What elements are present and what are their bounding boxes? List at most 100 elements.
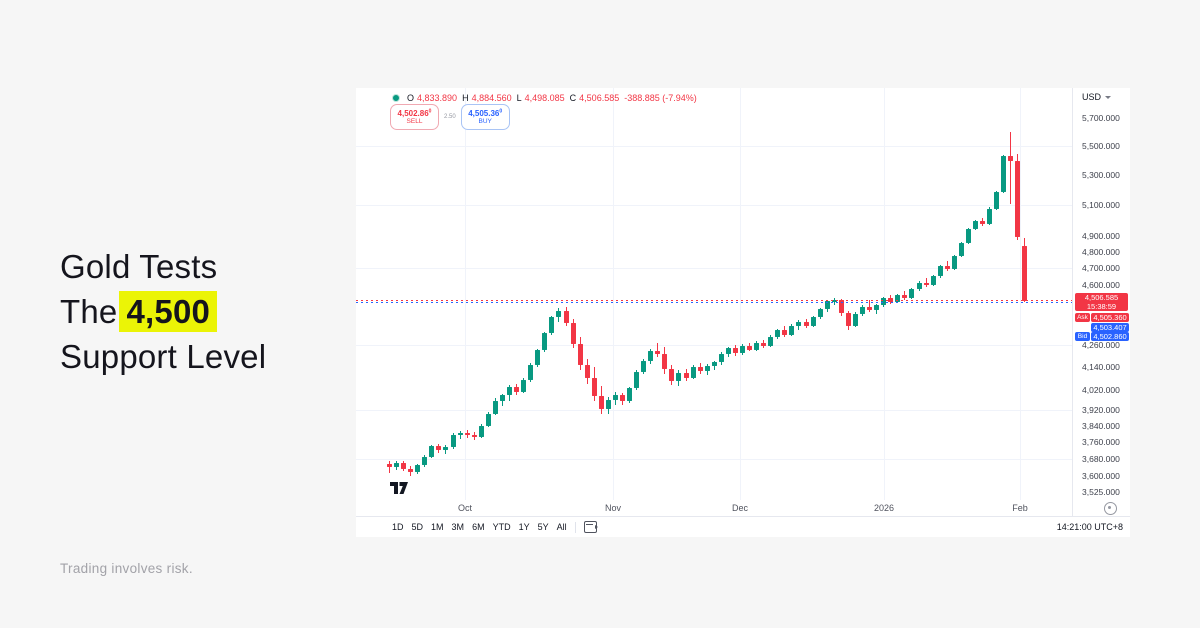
candle bbox=[775, 329, 780, 337]
time-axis[interactable]: Oct Nov Dec 2026 Feb bbox=[356, 500, 1072, 516]
spread-value: 2.50 bbox=[444, 114, 456, 120]
v-gridline bbox=[740, 88, 741, 500]
price-tick: 3,600.000 bbox=[1082, 470, 1120, 481]
candle bbox=[846, 313, 851, 326]
candle bbox=[606, 399, 611, 410]
chart-card: O 4,833.890 H 4,884.560 L 4,498.085 C 4,506.… bbox=[356, 88, 1130, 537]
bid-price-line bbox=[356, 302, 1072, 303]
h-gridline bbox=[356, 410, 1072, 411]
time-tick-2026[interactable]: 2026 bbox=[873, 503, 895, 513]
order-buttons: 4,502.860 SELL 2.50 4,505.360 BUY bbox=[390, 104, 510, 130]
candle bbox=[387, 464, 392, 468]
chart-plot[interactable] bbox=[356, 88, 1072, 500]
candle bbox=[521, 379, 526, 392]
headline-line-2-prefix: The bbox=[60, 293, 118, 330]
time-tick-nov[interactable]: Nov bbox=[604, 503, 622, 513]
last-price-line bbox=[356, 300, 1072, 301]
ask-tag: Ask bbox=[1075, 313, 1090, 322]
candle bbox=[860, 307, 865, 314]
time-tick-oct[interactable]: Oct bbox=[457, 503, 473, 513]
candle bbox=[493, 400, 498, 414]
candle-wick bbox=[1010, 131, 1011, 205]
timeframe-ytd[interactable]: YTD bbox=[492, 522, 511, 532]
price-tick: 3,760.000 bbox=[1082, 437, 1120, 448]
ohlc-open: 4,833.890 bbox=[417, 93, 458, 103]
candle bbox=[676, 372, 681, 382]
candle bbox=[641, 361, 646, 373]
price-tick: 5,700.000 bbox=[1082, 113, 1120, 123]
price-scale[interactable]: USD 4,506.585 15:38:59 Ask 4,505.360 4,5… bbox=[1072, 88, 1131, 516]
scale-settings-icon[interactable] bbox=[1104, 502, 1117, 515]
candle bbox=[796, 322, 801, 326]
timeframe-6m[interactable]: 6M bbox=[472, 522, 485, 532]
candle bbox=[698, 366, 703, 371]
timeframe-1y[interactable]: 1Y bbox=[518, 522, 530, 532]
buy-button[interactable]: 4,505.360 BUY bbox=[460, 104, 510, 130]
candle bbox=[804, 322, 809, 327]
candle bbox=[691, 366, 696, 378]
sell-button[interactable]: 4,502.860 SELL bbox=[390, 104, 439, 130]
goto-date-icon[interactable] bbox=[583, 521, 598, 533]
v-gridline bbox=[613, 88, 614, 500]
candle bbox=[959, 243, 964, 257]
tradingview-logo[interactable] bbox=[390, 481, 408, 499]
candle bbox=[924, 282, 929, 285]
timeframe-buttons: 1D 5D 1M 3M 6M YTD 1Y 5Y All bbox=[356, 522, 567, 532]
candle bbox=[486, 413, 491, 426]
candle bbox=[578, 344, 583, 365]
timeframe-all[interactable]: All bbox=[556, 522, 567, 532]
timeframe-3m[interactable]: 3M bbox=[451, 522, 465, 532]
candle bbox=[818, 309, 823, 318]
h-gridline bbox=[356, 205, 1072, 206]
candle bbox=[662, 353, 667, 369]
candle bbox=[613, 394, 618, 400]
time-tick-feb[interactable]: Feb bbox=[1012, 503, 1028, 513]
ohlc-h-label: H bbox=[462, 93, 469, 103]
candle bbox=[733, 348, 738, 353]
time-tick-dec[interactable]: Dec bbox=[731, 503, 749, 513]
bid-tag: Bid bbox=[1075, 332, 1090, 341]
price-tick: 4,700.000 bbox=[1082, 263, 1120, 274]
price-tick: 5,300.000 bbox=[1082, 169, 1120, 180]
headline-line-1: Gold Tests bbox=[60, 248, 218, 285]
currency-selector[interactable]: USD bbox=[1082, 92, 1112, 102]
candle bbox=[888, 298, 893, 302]
last-price-label: 4,506.585 15:38:59 bbox=[1075, 293, 1128, 311]
candle bbox=[401, 462, 406, 470]
candle bbox=[811, 317, 816, 327]
candle-wick bbox=[834, 298, 835, 306]
candle bbox=[479, 425, 484, 437]
candle bbox=[422, 456, 427, 466]
candle bbox=[987, 208, 992, 224]
candle bbox=[1008, 155, 1013, 161]
candle bbox=[789, 325, 794, 335]
price-tick: 4,600.000 bbox=[1082, 280, 1120, 291]
chevron-down-icon bbox=[1105, 95, 1112, 99]
price-tick: 3,840.000 bbox=[1082, 420, 1120, 431]
h-gridline bbox=[356, 345, 1072, 346]
timeframe-1m[interactable]: 1M bbox=[431, 522, 444, 532]
v-gridline bbox=[465, 88, 466, 500]
ohlc-row: O 4,833.890 H 4,884.560 L 4,498.085 C 4,506.… bbox=[392, 93, 699, 103]
candle bbox=[528, 364, 533, 380]
price-tick: 4,020.000 bbox=[1082, 385, 1120, 395]
h-gridline bbox=[356, 146, 1072, 147]
candle bbox=[874, 304, 879, 310]
candle bbox=[556, 310, 561, 318]
candle bbox=[648, 351, 653, 362]
timeframe-5y[interactable]: 5Y bbox=[537, 522, 549, 532]
headline-line-3: Support Level bbox=[60, 338, 267, 375]
candle bbox=[740, 345, 745, 353]
candle bbox=[549, 317, 554, 334]
candle bbox=[535, 350, 540, 365]
timeframe-bar: 1D 5D 1M 3M 6M YTD 1Y 5Y All 14:21:00 UTC+8 bbox=[356, 516, 1130, 537]
candle-wick bbox=[714, 360, 715, 371]
candle bbox=[980, 221, 985, 224]
price-tick: 4,800.000 bbox=[1082, 246, 1120, 257]
timeframe-1d[interactable]: 1D bbox=[392, 522, 404, 532]
timeframe-5d[interactable]: 5D bbox=[411, 522, 424, 532]
candle bbox=[1022, 246, 1027, 301]
headline-highlight: 4,500 bbox=[119, 291, 218, 332]
candle bbox=[451, 435, 456, 448]
tradingview-logo-icon bbox=[390, 482, 408, 494]
